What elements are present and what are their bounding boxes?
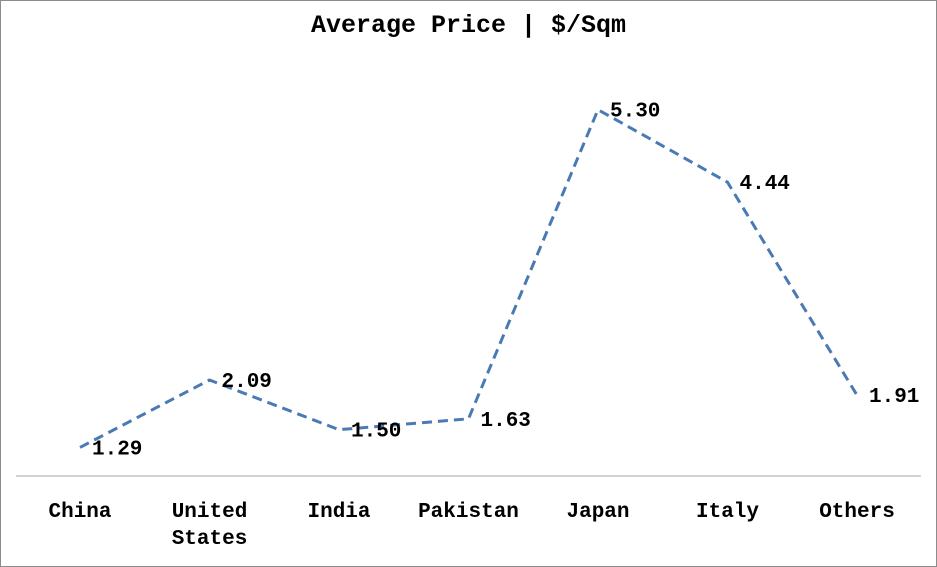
series-line (79, 108, 859, 449)
x-tick-label: Japan (566, 501, 629, 524)
data-label: 5.30 (610, 101, 660, 124)
data-label: 1.63 (481, 410, 531, 433)
x-tick-label: India (307, 501, 370, 524)
data-label: 2.09 (222, 371, 272, 394)
data-label: 4.44 (740, 173, 790, 196)
data-label: 1.29 (92, 438, 142, 461)
chart-title: Average Price | $/Sqm (310, 11, 627, 40)
x-tick-label: Pakistan (418, 501, 519, 524)
x-tick-label: States (172, 528, 248, 551)
x-tick-label: United (172, 501, 248, 524)
x-tick-label: Italy (696, 501, 759, 524)
data-label: 1.50 (351, 421, 401, 444)
data-label: 1.91 (869, 386, 919, 409)
x-tick-label: China (48, 501, 111, 524)
x-tick-label: Others (819, 501, 895, 524)
